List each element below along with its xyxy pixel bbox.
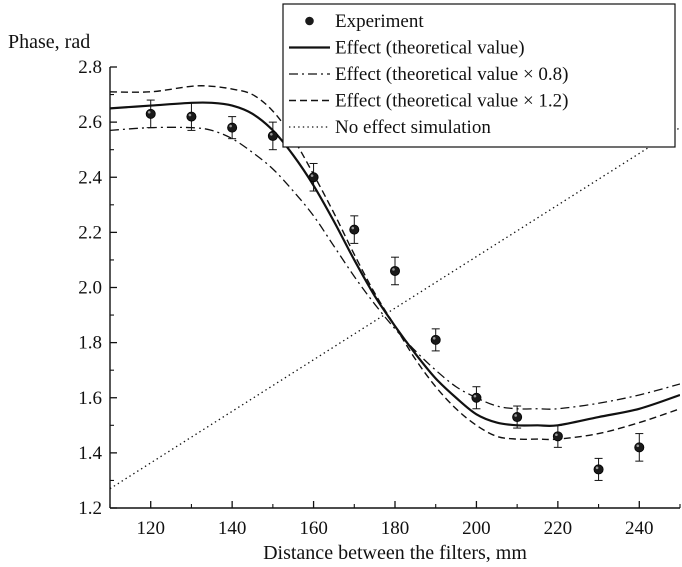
series-line-dotted <box>110 127 680 490</box>
series-line-dashed <box>110 85 680 441</box>
legend-box <box>282 3 676 148</box>
y-tick-label: 1.6 <box>78 388 102 409</box>
y-tick-label: 2.0 <box>78 278 102 299</box>
data-point <box>227 122 238 133</box>
data-point-highlight <box>310 174 314 177</box>
y-tick-label: 2.6 <box>78 112 102 133</box>
x-tick-label: 240 <box>625 518 654 539</box>
data-point <box>186 111 197 122</box>
legend-label: Effect (theoretical value × 0.8) <box>335 64 569 85</box>
data-point <box>471 392 482 403</box>
data-point <box>267 130 278 141</box>
plot-area <box>110 85 680 490</box>
series-line-dash-dot <box>110 126 680 410</box>
data-point <box>552 431 563 442</box>
data-point-highlight <box>595 466 599 470</box>
x-tick-label: 140 <box>218 518 247 539</box>
legend-marker-point <box>305 16 314 26</box>
legend: Experiment Effect (theoretical value) Effe… <box>282 3 676 148</box>
data-point-highlight <box>351 226 355 230</box>
data-point <box>512 412 523 423</box>
data-point-highlight <box>392 268 395 271</box>
x-tick-label: 120 <box>136 518 165 539</box>
y-tick-label: 2.8 <box>78 57 102 78</box>
data-point-highlight <box>270 133 273 136</box>
y-tick-label: 2.4 <box>78 167 102 188</box>
x-tick-label: 180 <box>381 518 410 539</box>
legend-label: Experiment <box>335 11 424 32</box>
data-point <box>308 172 319 183</box>
data-point <box>349 224 360 235</box>
data-point-highlight <box>188 113 192 117</box>
data-point-highlight <box>555 433 558 437</box>
x-tick-label: 220 <box>544 518 573 539</box>
data-point-highlight <box>432 336 436 340</box>
legend-label: No effect simulation <box>335 117 491 138</box>
series-line-solid <box>110 101 680 428</box>
x-tick-label: 160 <box>299 518 328 539</box>
y-axis-title: Phase, rad <box>8 31 90 53</box>
data-point <box>389 265 400 276</box>
x-tick-label: 200 <box>462 518 491 539</box>
legend-label: Effect (theoretical value × 1.2) <box>335 91 569 112</box>
data-point <box>593 464 604 475</box>
data-point <box>634 442 645 453</box>
data-point-highlight <box>473 394 477 398</box>
data-point <box>430 334 441 345</box>
y-tick-label: 1.4 <box>78 443 102 464</box>
y-tick-label: 2.2 <box>78 222 102 243</box>
data-point-highlight <box>229 124 232 128</box>
y-tick-label: 1.2 <box>78 498 102 519</box>
data-point-highlight <box>147 110 151 114</box>
data-point-highlight <box>636 444 640 448</box>
x-axis-title: Distance between the filters, mm <box>263 542 527 564</box>
data-point <box>145 108 156 119</box>
y-tick-label: 1.8 <box>78 333 102 354</box>
data-point-highlight <box>514 414 517 417</box>
axes: 120 140 160 180 200 220 240 1.2 1.4 1.6 1.8 2.0 2.2 2… <box>78 57 681 539</box>
legend-label: Effect (theoretical value) <box>335 38 525 59</box>
